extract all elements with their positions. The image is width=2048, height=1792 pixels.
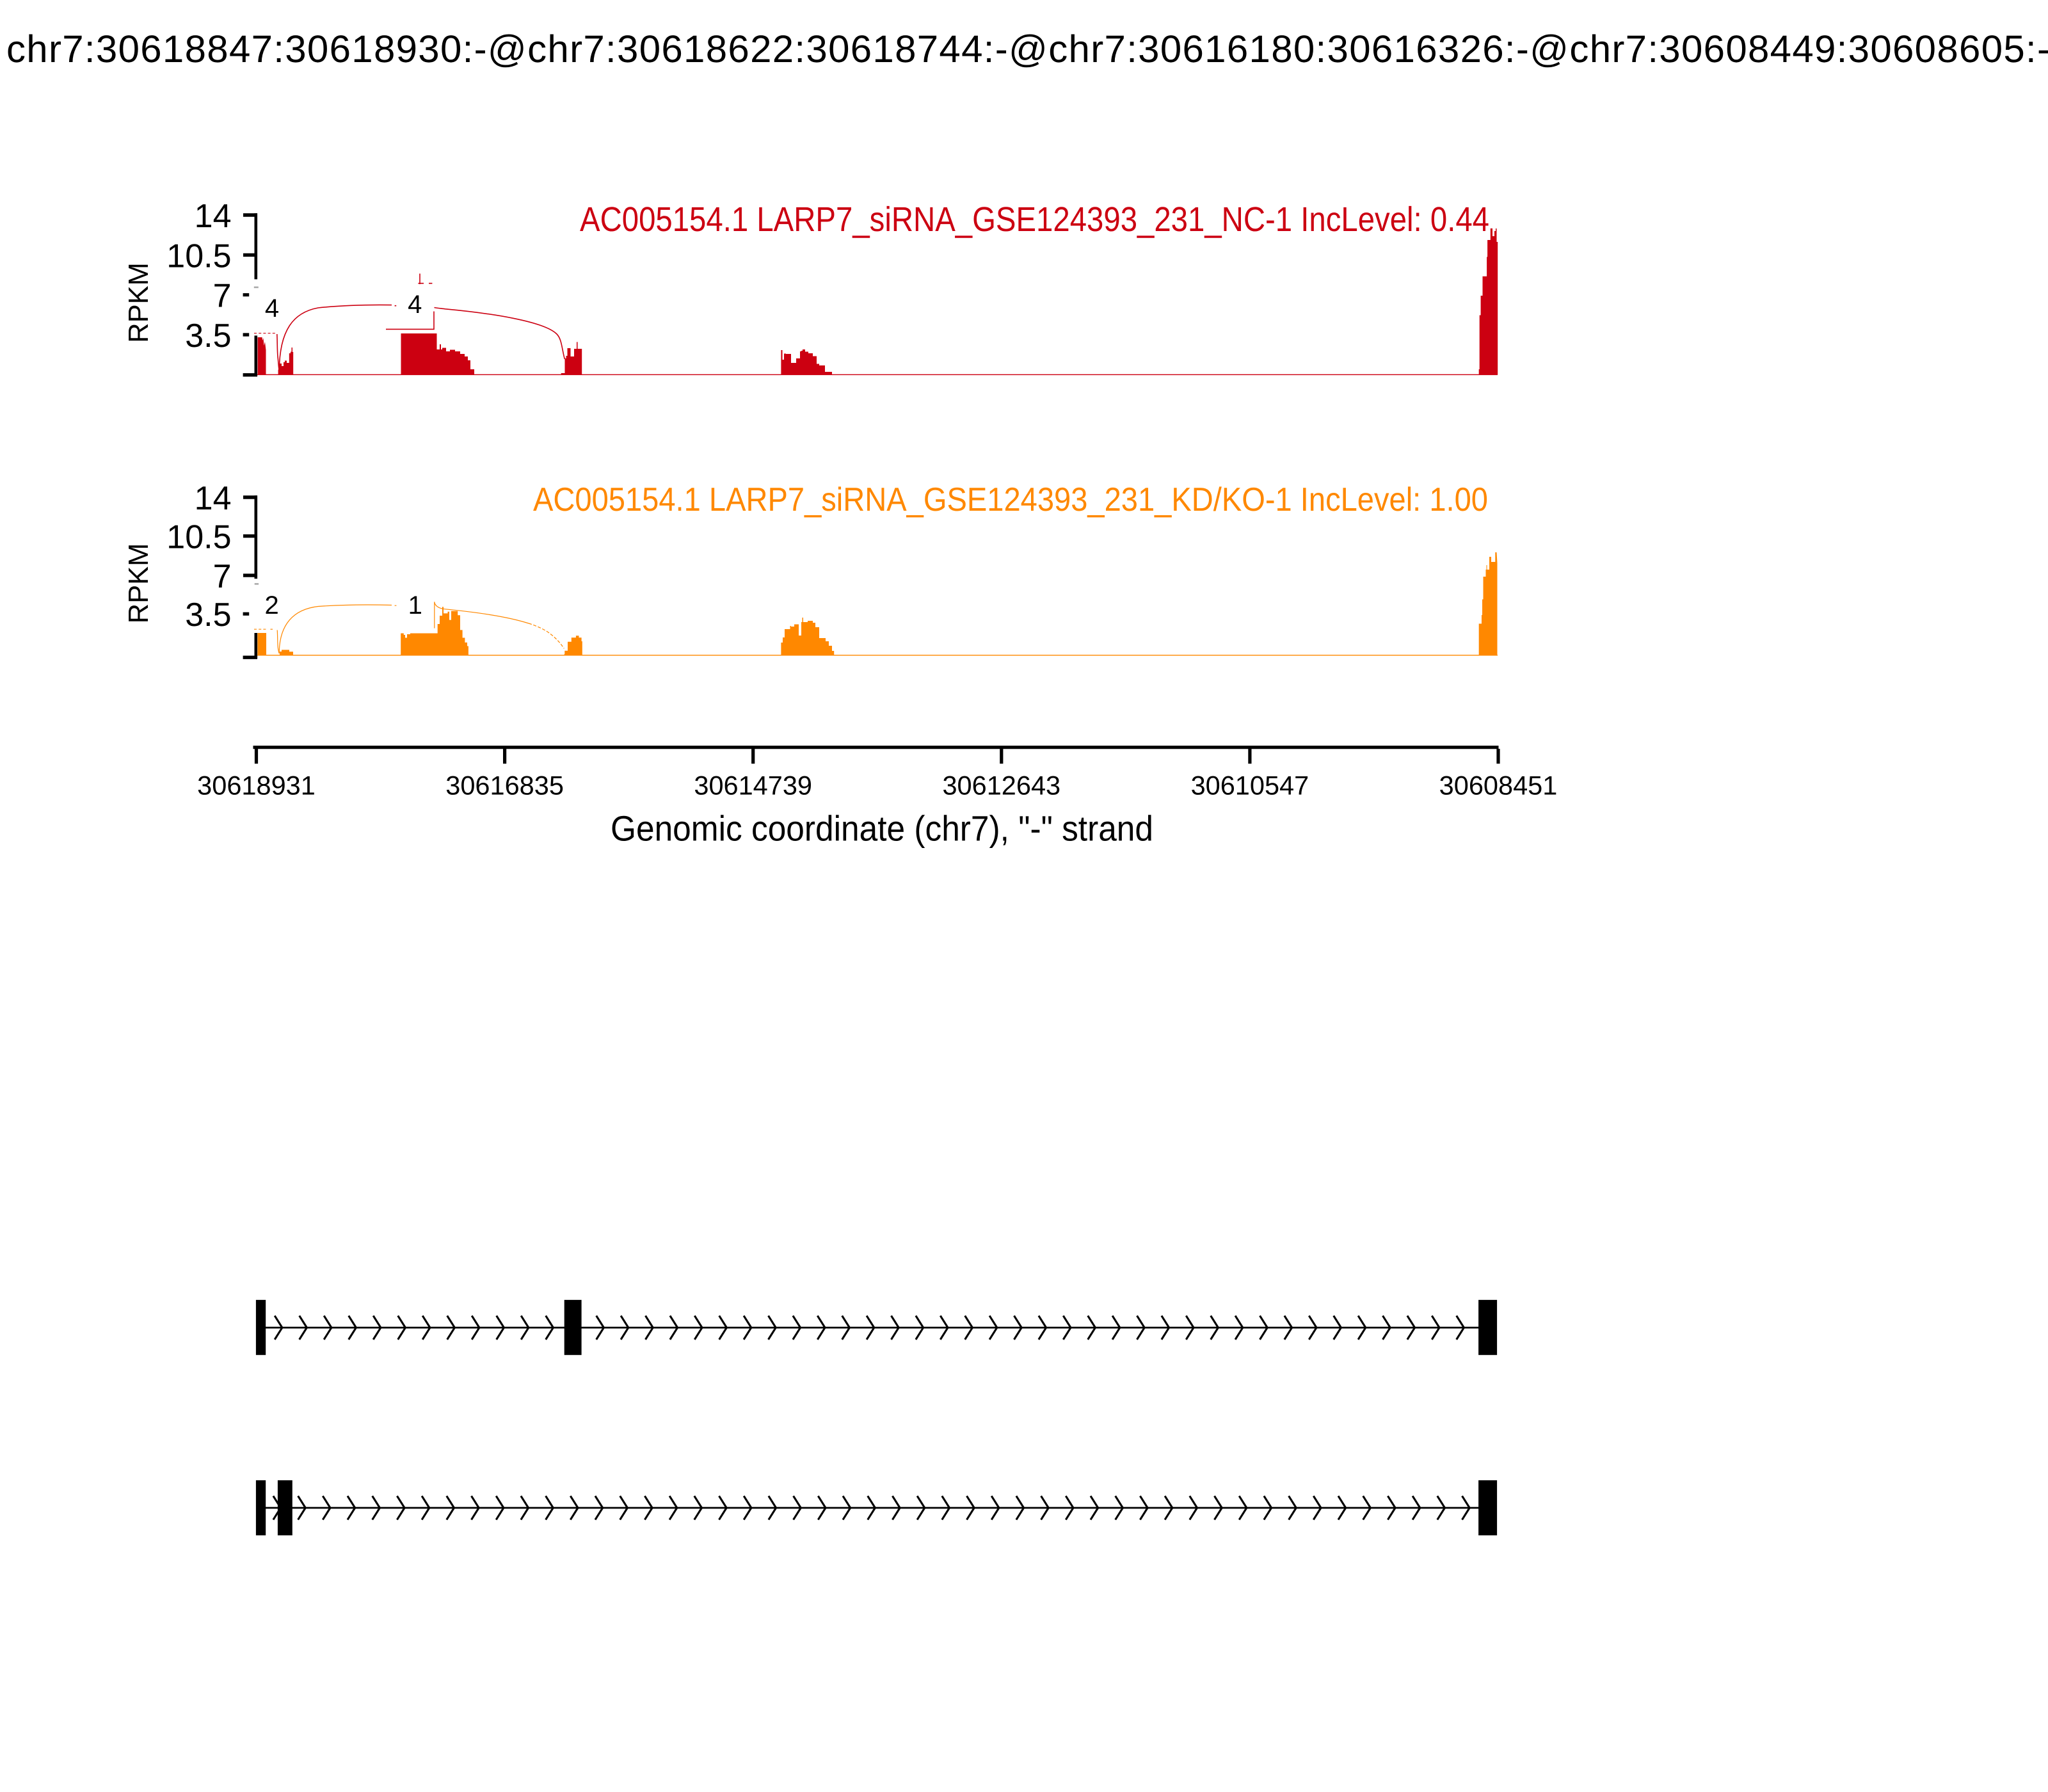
svg-text:3.5: 3.5: [185, 317, 231, 355]
svg-text:1: 1: [408, 591, 422, 620]
svg-text:14: 14: [195, 198, 232, 235]
svg-text:RPKM: RPKM: [124, 543, 154, 624]
svg-text:30614739: 30614739: [694, 771, 812, 801]
svg-text:7: 7: [213, 558, 232, 595]
svg-text:30608451: 30608451: [1439, 771, 1558, 801]
svg-text:4: 4: [408, 291, 422, 319]
svg-text:30616835: 30616835: [445, 771, 564, 801]
svg-text:30618931: 30618931: [197, 771, 316, 801]
svg-text:Genomic coordinate (chr7), "-": Genomic coordinate (chr7), "-" strand: [611, 809, 1153, 849]
svg-text:AC005154.1 LARP7_siRNA_GSE1243: AC005154.1 LARP7_siRNA_GSE124393_231_KD/…: [533, 481, 1488, 518]
svg-text:30612643: 30612643: [942, 771, 1060, 801]
svg-text:14: 14: [195, 480, 232, 517]
svg-text:2: 2: [264, 591, 278, 620]
svg-text:4: 4: [265, 294, 279, 323]
svg-text:chr7:30618847:30618930:-@chr7:: chr7:30618847:30618930:-@chr7:30618622:3…: [6, 28, 2048, 70]
svg-text:10.5: 10.5: [166, 519, 231, 556]
svg-text:AC005154.1 LARP7_siRNA_GSE1243: AC005154.1 LARP7_siRNA_GSE124393_231_NC-…: [580, 200, 1489, 239]
svg-text:10.5: 10.5: [166, 237, 231, 275]
svg-text:RPKM: RPKM: [124, 262, 154, 343]
svg-text:7: 7: [213, 278, 232, 315]
svg-text:3.5: 3.5: [185, 596, 231, 634]
svg-text:30610547: 30610547: [1191, 771, 1309, 801]
